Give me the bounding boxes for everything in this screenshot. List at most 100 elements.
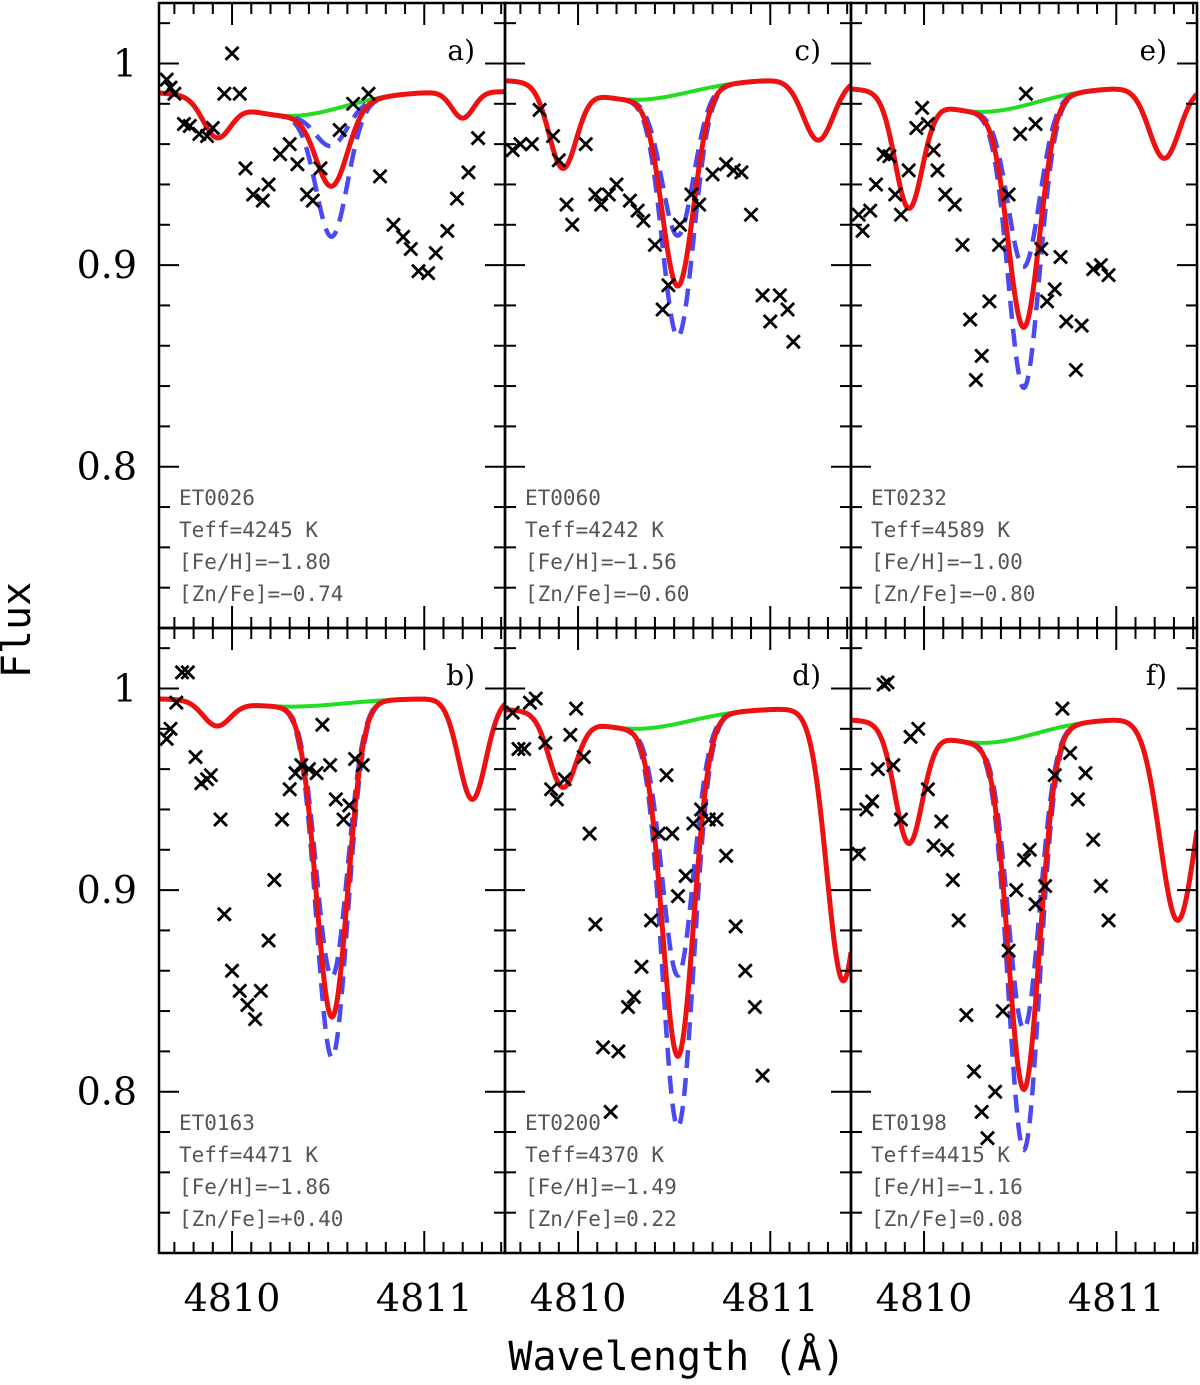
x-tick-label-f-0: 4810 [876,1276,973,1320]
panel-e: e) ET0232 Teff=4589 K [Fe/H]=−1.00 [Zn/Fe]=−… [849,1,1199,630]
observed-point-c-16 [647,237,663,253]
observed-point-f-32 [1078,765,1093,781]
observed-point-f-33 [1085,832,1101,848]
observed-point-a-13 [255,193,271,209]
panel-label-a: a) [447,34,475,67]
series-zn-upper-e [851,86,1197,391]
panel-star-b: ET0163 [179,1111,255,1135]
panel-feh-a: [Fe/H]=−1.80 [179,550,331,574]
observed-point-e-27 [1039,293,1055,309]
observed-point-c-3 [532,102,548,118]
observed-point-a-12 [245,187,261,203]
observed-point-f-25 [1022,842,1038,858]
panel-label-f: f) [1146,659,1167,692]
observed-point-a-2 [166,86,182,102]
observed-point-e-16 [954,237,970,253]
plot-area-f [851,674,1197,1153]
observed-point-c-17 [655,301,671,317]
x-tick-label-b-1: 4811 [376,1276,473,1320]
observed-point-e-17 [962,312,978,328]
observed-point-d-15 [603,1104,619,1120]
panels: 0.8 0.9 1 a) ET0026 Teff=4245 K [Fe/H]=−1.80 [Z… [77,1,1199,1320]
y-axis-title: Flux [0,582,40,678]
panel-teff-e: Teff=4589 K [871,518,1010,542]
observed-point-c-25 [733,164,749,180]
observed-point-d-17 [620,999,636,1015]
observed-point-d-2 [516,741,532,757]
observed-point-b-2 [168,695,184,711]
series-zn-lower-d [505,707,851,984]
observed-point-f-24 [1016,852,1032,868]
observed-point-f-26 [1028,896,1044,912]
observed-point-a-22 [345,96,361,112]
observed-point-d-21 [651,826,667,842]
panel-feh-e: [Fe/H]=−1.00 [871,550,1023,574]
observed-point-b-23 [309,765,325,781]
panel-feh-d: [Fe/H]=−1.49 [525,1175,677,1199]
observed-point-d-27 [693,801,709,817]
panel-teff-f: Teff=4415 K [871,1143,1010,1167]
panel-a: 0.8 0.9 1 a) ET0026 Teff=4245 K [Fe/H]=−1.80 [Z… [77,1,507,630]
x-tick-label-d-0: 4810 [530,1276,627,1320]
observed-point-c-21 [691,197,707,213]
panel-znfe-c: [Zn/Fe]=−0.60 [525,582,689,606]
observed-point-e-35 [1101,267,1117,283]
observed-point-f-35 [1101,912,1117,928]
observed-point-a-34 [470,130,486,146]
observed-point-e-31 [1068,362,1084,378]
observed-point-c-4 [545,128,561,144]
observed-point-d-8 [557,771,573,787]
observed-point-c-9 [587,187,603,203]
observed-point-c-11 [601,187,617,203]
panel-feh-c: [Fe/H]=−1.56 [525,550,677,574]
observed-point-e-23 [1012,126,1028,142]
observed-point-b-10 [216,906,232,922]
series-best-fit-d [505,706,851,1060]
observed-point-b-15 [253,983,269,999]
observed-point-a-0 [159,72,175,88]
observed-point-a-33 [460,164,476,180]
observed-point-b-14 [247,1011,263,1027]
observed-point-a-16 [282,136,298,152]
observed-point-f-6 [885,757,901,773]
observed-point-a-14 [261,176,277,192]
observed-point-b-0 [159,731,175,747]
series-best-fit-f [851,717,1197,1093]
observed-point-e-13 [930,162,945,178]
observed-point-a-20 [312,160,328,176]
panel-teff-d: Teff=4370 K [525,1143,664,1167]
observed-point-c-22 [705,166,721,182]
observed-point-c-7 [564,217,580,233]
panel-label-d: d) [792,659,821,692]
observed-point-d-26 [685,816,701,832]
observed-point-c-5 [551,152,567,168]
observed-point-a-9 [224,45,240,61]
observed-point-c-10 [593,197,609,213]
x-tick-label-f-1: 4811 [1068,1276,1165,1320]
observed-point-e-12 [926,142,942,158]
observed-point-e-8 [901,162,917,178]
series-best-fit-a [159,89,505,189]
observed-point-d-14 [595,1039,611,1055]
observed-point-d-23 [664,826,680,842]
panel-star-d: ET0200 [525,1111,601,1135]
observed-point-e-5 [881,148,897,164]
observed-point-c-15 [635,213,651,229]
series-zn-upper-b [159,696,505,1061]
observed-point-d-9 [562,727,578,743]
plot-area-d [505,691,851,1130]
observed-point-c-2 [524,136,540,152]
y-tick-label-b-0: 0.8 [77,1070,137,1114]
observed-point-f-18 [974,1104,990,1120]
observed-point-d-7 [549,791,565,807]
observed-point-b-27 [336,812,352,828]
observed-point-b-16 [261,933,277,948]
observed-point-f-30 [1062,745,1078,761]
observed-point-c-18 [660,277,676,293]
observed-point-a-6 [199,128,215,144]
observed-point-f-5 [880,674,896,690]
panel-teff-c: Teff=4242 K [525,518,664,542]
series-best-fit-c [505,78,851,289]
observed-point-f-14 [945,872,961,888]
plot-area-c [505,78,851,350]
